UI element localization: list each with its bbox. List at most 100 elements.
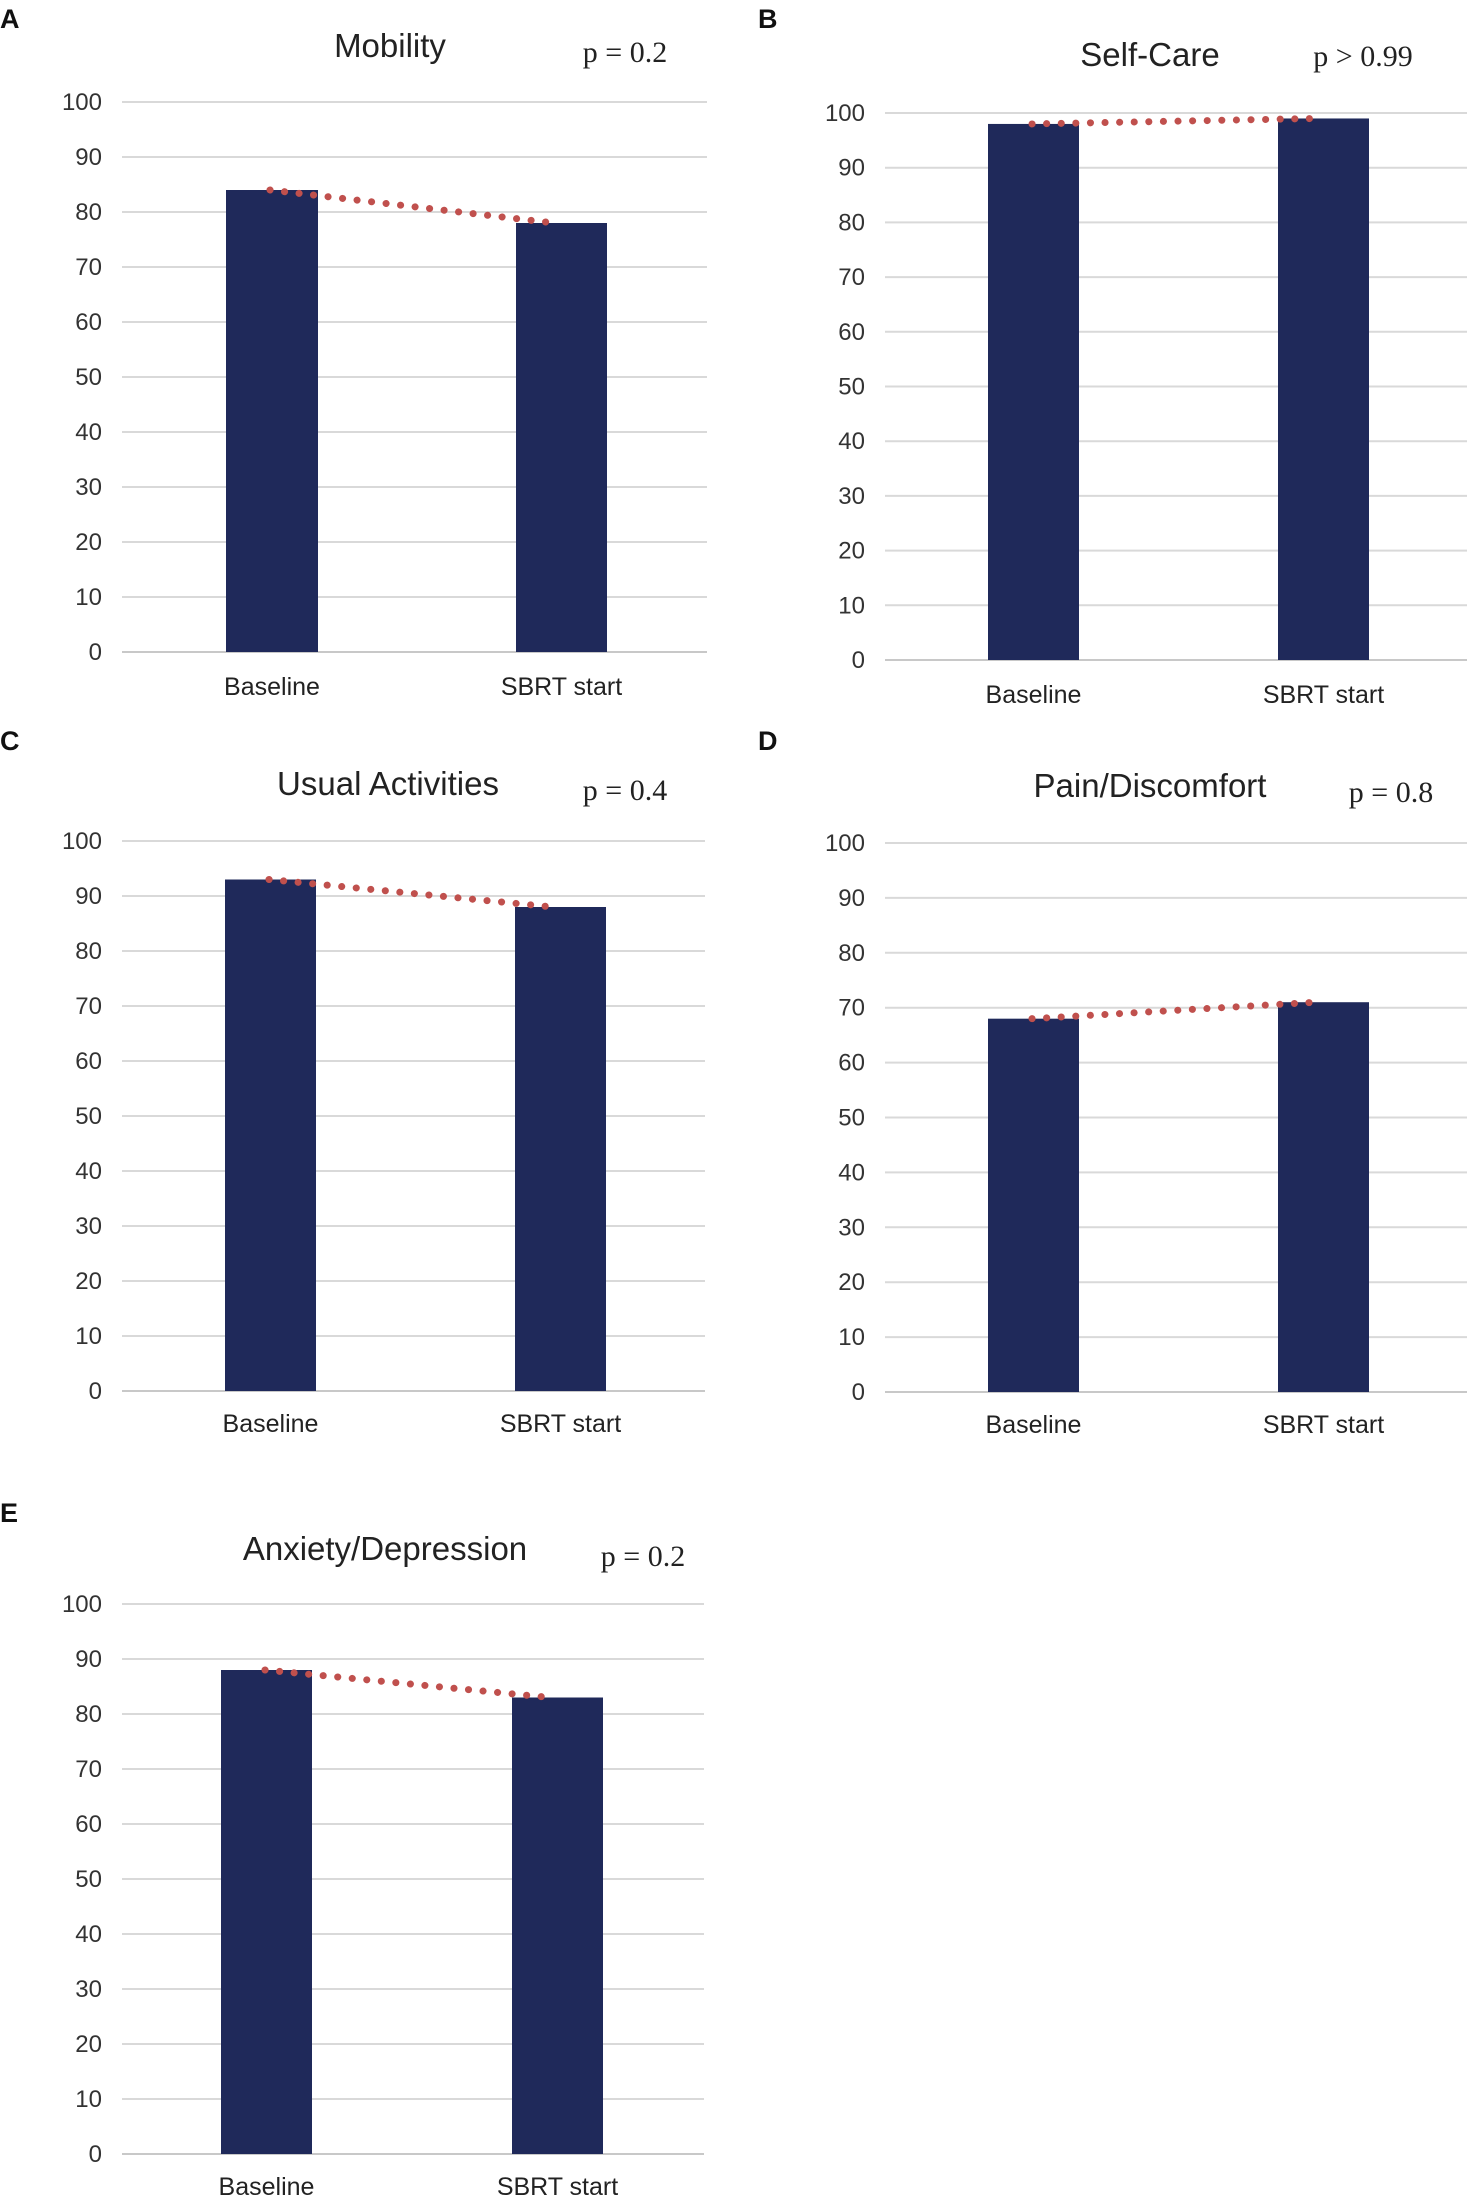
y-tick-label: 30 <box>838 483 865 510</box>
y-tick-label: 30 <box>75 1213 102 1240</box>
y-tick-label: 40 <box>75 1158 102 1185</box>
y-tick-label: 100 <box>825 100 865 127</box>
y-tick-label: 70 <box>75 1756 102 1783</box>
bar-sbrt-start <box>515 907 606 1391</box>
bar-sbrt-start <box>512 1697 603 2154</box>
y-tick-label: 50 <box>75 364 102 391</box>
bar-baseline <box>225 879 316 1391</box>
y-tick-label: 60 <box>75 1048 102 1075</box>
y-tick-label: 70 <box>75 254 102 281</box>
chart-title: Self-Care <box>1080 36 1219 73</box>
bar-sbrt-start <box>1278 118 1369 661</box>
y-tick-label: 10 <box>75 584 102 611</box>
panel-letter: E <box>0 1498 18 1528</box>
y-tick-label: 30 <box>75 1976 102 2003</box>
y-tick-label: 10 <box>75 2086 102 2113</box>
p-value-label: p = 0.2 <box>583 36 667 69</box>
x-category-label: Baseline <box>986 1411 1082 1439</box>
y-tick-label: 80 <box>838 209 865 236</box>
panel-letter: A <box>0 4 20 34</box>
trend-line <box>1028 998 1320 1023</box>
trend-line <box>261 1666 554 1701</box>
y-tick-label: 80 <box>75 199 102 226</box>
y-tick-label: 0 <box>852 1379 865 1406</box>
y-tick-label: 90 <box>838 885 865 912</box>
y-tick-label: 50 <box>838 1105 865 1132</box>
y-tick-label: 20 <box>838 1269 865 1296</box>
y-tick-label: 60 <box>838 1050 865 1077</box>
x-category-label: Baseline <box>223 1410 319 1438</box>
trend-line <box>266 186 558 227</box>
y-tick-label: 10 <box>838 1324 865 1351</box>
bar-baseline <box>226 190 318 652</box>
y-tick-label: 60 <box>75 309 102 336</box>
y-tick-label: 90 <box>75 1646 102 1673</box>
y-tick-label: 70 <box>838 995 865 1022</box>
y-tick-label: 100 <box>825 830 865 857</box>
x-category-label: SBRT start <box>1263 681 1384 709</box>
chart-title: Usual Activities <box>277 765 499 802</box>
y-tick-label: 70 <box>75 993 102 1020</box>
y-tick-label: 20 <box>75 2031 102 2058</box>
y-tick-label: 20 <box>75 529 102 556</box>
y-tick-label: 20 <box>838 538 865 565</box>
y-tick-label: 0 <box>852 647 865 674</box>
bar-sbrt-start <box>516 223 607 652</box>
y-tick-label: 60 <box>838 319 865 346</box>
y-tick-label: 20 <box>75 1268 102 1295</box>
y-tick-label: 40 <box>838 1159 865 1186</box>
bar-baseline <box>988 1018 1079 1392</box>
y-tick-label: 80 <box>75 938 102 965</box>
panel-letter: C <box>0 726 20 756</box>
chart-panel-b: B Self-Care p > 0.99 0 10 20 30 40 50 60 70 80 90 100… <box>758 4 1467 709</box>
y-tick-label: 100 <box>62 1591 102 1618</box>
y-tick-label: 10 <box>838 592 865 619</box>
y-tick-label: 70 <box>838 264 865 291</box>
p-value-label: p > 0.99 <box>1313 40 1412 73</box>
y-tick-label: 50 <box>75 1866 102 1893</box>
y-tick-label: 0 <box>89 639 102 666</box>
x-category-label: SBRT start <box>501 673 622 701</box>
y-tick-label: 80 <box>838 940 865 967</box>
y-tick-label: 30 <box>838 1214 865 1241</box>
chart-panel-a: A Mobility p = 0.2 0 10 20 30 40 50 60 70 80 90 100 Ba… <box>0 4 707 701</box>
y-tick-label: 60 <box>75 1811 102 1838</box>
panel-letter: D <box>758 726 778 756</box>
y-tick-label: 0 <box>89 1378 102 1405</box>
y-tick-label: 0 <box>89 2141 102 2168</box>
p-value-label: p = 0.2 <box>601 1540 685 1573</box>
x-category-label: Baseline <box>219 2173 315 2201</box>
y-tick-label: 90 <box>75 144 102 171</box>
chart-title: Anxiety/Depression <box>243 1530 527 1567</box>
p-value-label: p = 0.4 <box>583 774 667 807</box>
y-tick-label: 50 <box>838 374 865 401</box>
y-tick-label: 40 <box>75 1921 102 1948</box>
trend-line <box>265 876 557 911</box>
p-value-label: p = 0.8 <box>1349 776 1433 809</box>
y-tick-label: 90 <box>75 883 102 910</box>
chart-panel-c: C Usual Activities p = 0.4 0 10 20 30 40 50 60 70 8… <box>0 726 705 1438</box>
y-tick-label: 80 <box>75 1701 102 1728</box>
y-tick-label: 90 <box>838 155 865 182</box>
chart-title: Pain/Discomfort <box>1034 767 1267 804</box>
y-tick-label: 100 <box>62 89 102 116</box>
y-tick-label: 100 <box>62 828 102 855</box>
x-category-label: Baseline <box>986 681 1082 709</box>
chart-panel-e: E Anxiety/Depression p = 0.2 0 10 20 30 40 50 60 7… <box>0 1498 704 2201</box>
trend-line <box>1028 114 1320 128</box>
y-tick-label: 30 <box>75 474 102 501</box>
y-tick-label: 10 <box>75 1323 102 1350</box>
x-category-label: Baseline <box>224 673 320 701</box>
y-tick-label: 40 <box>838 428 865 455</box>
bar-baseline <box>988 123 1079 660</box>
x-category-label: SBRT start <box>497 2173 618 2201</box>
y-tick-label: 40 <box>75 419 102 446</box>
x-category-label: SBRT start <box>1263 1411 1384 1439</box>
chart-title: Mobility <box>334 27 446 64</box>
y-tick-label: 50 <box>75 1103 102 1130</box>
bar-baseline <box>221 1670 312 2154</box>
x-category-label: SBRT start <box>500 1410 621 1438</box>
panel-letter: B <box>758 4 778 34</box>
chart-panel-d: D Pain/Discomfort p = 0.8 0 10 20 30 40 50 60 70 80… <box>758 726 1467 1439</box>
